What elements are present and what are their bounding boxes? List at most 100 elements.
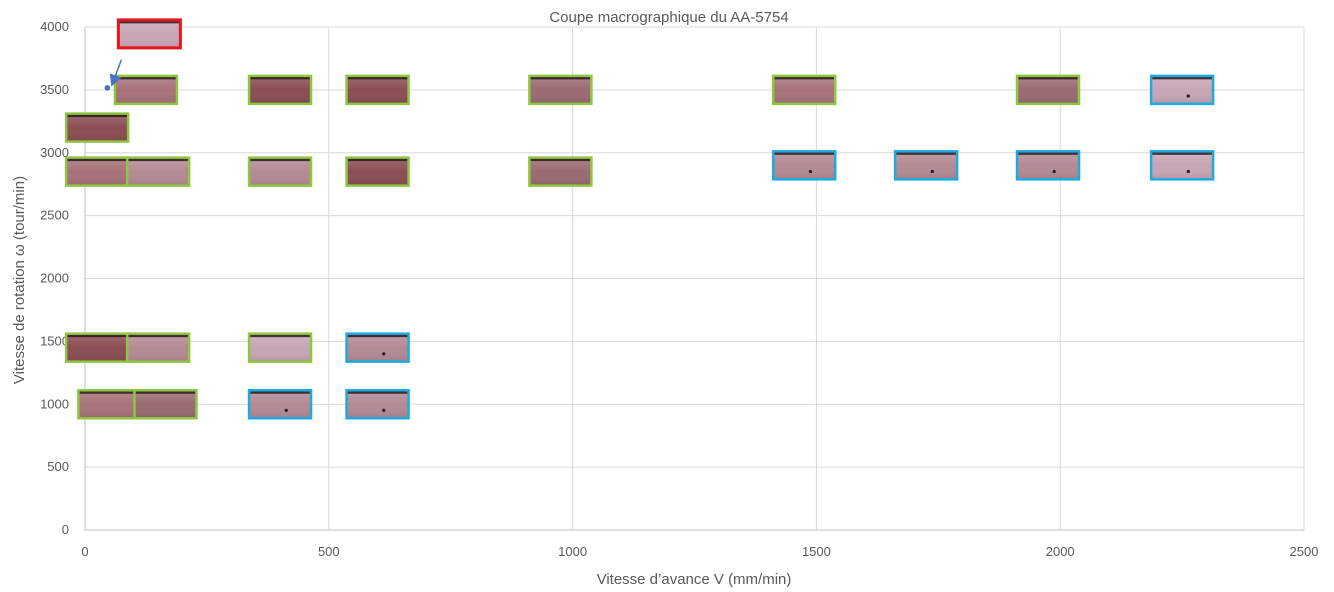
data-point bbox=[347, 334, 409, 362]
data-point bbox=[1017, 151, 1079, 179]
thumbnail-top-edge bbox=[896, 152, 956, 155]
data-point bbox=[347, 158, 409, 186]
data-point bbox=[347, 390, 409, 418]
data-point bbox=[249, 158, 311, 186]
data-point bbox=[134, 390, 196, 418]
thumbnail-shading bbox=[66, 334, 128, 362]
thumbnail-shading bbox=[127, 158, 189, 186]
x-tick-label: 0 bbox=[81, 544, 88, 559]
thumbnail-top-edge bbox=[348, 391, 408, 394]
thumbnail-top-edge bbox=[135, 391, 195, 394]
data-point bbox=[773, 151, 835, 179]
x-tick-label: 1000 bbox=[558, 544, 587, 559]
data-point bbox=[529, 76, 591, 104]
y-tick-label: 2000 bbox=[40, 271, 69, 286]
thumbnail-top-edge bbox=[79, 391, 139, 394]
thumbnail-top-edge bbox=[1152, 77, 1212, 80]
thumbnail-shading bbox=[1151, 151, 1213, 179]
defect-dot bbox=[1187, 94, 1190, 97]
thumbnail-top-edge bbox=[1152, 152, 1212, 155]
data-point bbox=[347, 76, 409, 104]
thumbnail-shading bbox=[895, 151, 957, 179]
thumbnail-top-edge bbox=[128, 335, 188, 338]
defect-dot bbox=[382, 352, 385, 355]
thumbnail-shading bbox=[529, 158, 591, 186]
x-axis-title: Vitesse d’avance V (mm/min) bbox=[597, 571, 792, 588]
thumbnail-shading bbox=[773, 151, 835, 179]
y-tick-label: 2500 bbox=[40, 208, 69, 223]
thumbnail-shading bbox=[1017, 76, 1079, 104]
data-point bbox=[127, 158, 189, 186]
thumbnail-shading bbox=[127, 334, 189, 362]
thumbnail-shading bbox=[249, 158, 311, 186]
x-tick-label: 2500 bbox=[1290, 544, 1319, 559]
axes: 050010001500200025003000350040000 500 1000… bbox=[40, 19, 1318, 559]
thumbnail-top-edge bbox=[250, 391, 310, 394]
data-point bbox=[118, 20, 180, 48]
thumbnail-top-edge bbox=[67, 335, 127, 338]
thumbnail-shading bbox=[115, 76, 177, 104]
y-tick-label: 3000 bbox=[40, 145, 69, 160]
thumbnail-top-edge bbox=[128, 159, 188, 162]
y-tick-label: 0 bbox=[62, 522, 69, 537]
data-point bbox=[1017, 76, 1079, 104]
data-point bbox=[66, 334, 128, 362]
data-point bbox=[249, 390, 311, 418]
data-point bbox=[66, 158, 128, 186]
x-tick-label: 2000 bbox=[1046, 544, 1075, 559]
thumbnail-top-edge bbox=[774, 77, 834, 80]
thumbnail-shading bbox=[66, 114, 128, 142]
thumbnail-shading bbox=[347, 334, 409, 362]
y-tick-label: 3500 bbox=[40, 82, 69, 97]
thumbnail-shading bbox=[118, 20, 180, 48]
data-point bbox=[895, 151, 957, 179]
chart-title: Coupe macrographique du AA-5754 bbox=[549, 9, 788, 26]
data-point bbox=[1151, 76, 1213, 104]
thumbnail-shading bbox=[347, 158, 409, 186]
defect-dot bbox=[1053, 170, 1056, 173]
data-point bbox=[66, 114, 128, 142]
data-point bbox=[127, 334, 189, 362]
thumbnail-top-edge bbox=[250, 77, 310, 80]
x-tick-label: 1500 bbox=[802, 544, 831, 559]
data-point bbox=[529, 158, 591, 186]
y-tick-label: 1000 bbox=[40, 396, 69, 411]
thumbnail-shading bbox=[134, 390, 196, 418]
thumbnail-shading bbox=[66, 158, 128, 186]
thumbnail-top-edge bbox=[530, 159, 590, 162]
thumbnail-shading bbox=[1017, 151, 1079, 179]
thumbnail-top-edge bbox=[67, 159, 127, 162]
thumbnail-top-edge bbox=[1018, 152, 1078, 155]
thumbnail-shading bbox=[249, 76, 311, 104]
thumbnail-shading bbox=[249, 334, 311, 362]
data-point bbox=[115, 76, 177, 104]
thumbnail-top-edge bbox=[250, 335, 310, 338]
defect-dot bbox=[382, 409, 385, 412]
data-points bbox=[66, 20, 1213, 418]
y-axis-title: Vitesse de rotation ω (tour/min) bbox=[11, 176, 28, 384]
defect-dot bbox=[285, 409, 288, 412]
thumbnail-shading bbox=[347, 76, 409, 104]
thumbnail-shading bbox=[1151, 76, 1213, 104]
y-tick-label: 1500 bbox=[40, 333, 69, 348]
defect-dot bbox=[931, 170, 934, 173]
thumbnail-shading bbox=[249, 390, 311, 418]
thumbnail-shading bbox=[773, 76, 835, 104]
thumbnail-top-edge bbox=[1018, 77, 1078, 80]
thumbnail-top-edge bbox=[250, 159, 310, 162]
thumbnail-top-edge bbox=[67, 115, 127, 118]
data-point bbox=[1151, 151, 1213, 179]
thumbnail-top-edge bbox=[530, 77, 590, 80]
thumbnail-shading bbox=[529, 76, 591, 104]
thumbnail-top-edge bbox=[116, 77, 176, 80]
defect-dot bbox=[809, 170, 812, 173]
thumbnail-shading bbox=[347, 390, 409, 418]
data-point bbox=[773, 76, 835, 104]
thumbnail-shading bbox=[78, 390, 140, 418]
y-tick-label: 500 bbox=[47, 459, 69, 474]
x-tick-label: 500 bbox=[318, 544, 340, 559]
annotation-point bbox=[105, 85, 111, 91]
thumbnail-top-edge bbox=[348, 159, 408, 162]
thumbnail-top-edge bbox=[774, 152, 834, 155]
